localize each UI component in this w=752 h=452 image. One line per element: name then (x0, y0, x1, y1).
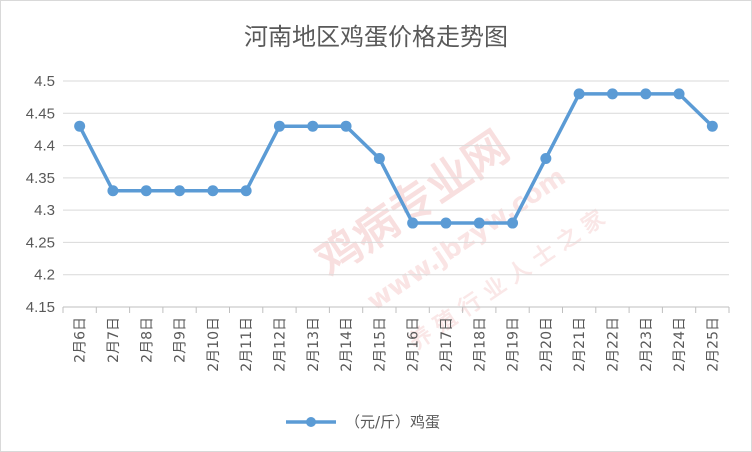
x-tick-label: 2月25日 (705, 317, 721, 372)
x-tick-label: 2月8日 (139, 317, 155, 363)
chart-title: 河南地区鸡蛋价格走势图 (244, 23, 508, 51)
y-tick-label: 4.25 (26, 234, 55, 251)
y-tick-label: 4.5 (34, 73, 55, 90)
data-point (673, 88, 685, 100)
data-point (140, 185, 152, 197)
x-tick-label: 2月7日 (106, 317, 122, 363)
x-tick-label: 2月16日 (406, 317, 422, 372)
y-tick-label: 4.15 (26, 299, 55, 316)
legend: （元/斤）鸡蛋 (286, 413, 440, 431)
x-axis-tick-labels: 2月6日 2月7日 2月8日 2月9日 2月10日 2月11日 2月12日 2月13日 2月14… (73, 317, 722, 372)
x-tick-label: 2月23日 (639, 317, 655, 372)
data-point (473, 217, 485, 229)
x-tick-label: 2月21日 (572, 317, 588, 372)
x-tick-label: 2月20日 (539, 317, 555, 372)
x-tick-label: 2月24日 (672, 317, 688, 372)
x-tick-label: 2月11日 (239, 317, 255, 372)
legend-point-marker (306, 417, 316, 427)
data-point (407, 217, 419, 229)
y-axis-tick-labels: 4.15 4.2 4.25 4.3 4.35 4.4 4.45 4.5 (26, 73, 55, 316)
data-point (174, 185, 186, 197)
x-tick-label: 2月22日 (605, 317, 621, 372)
y-tick-label: 4.4 (34, 138, 55, 155)
data-point (107, 185, 119, 197)
x-tick-label: 2月6日 (73, 317, 89, 363)
data-point (74, 120, 86, 132)
series-line (78, 92, 714, 225)
x-tick-label: 2月18日 (472, 317, 488, 372)
data-point (573, 88, 585, 100)
y-tick-label: 4.45 (26, 105, 55, 122)
x-tick-label: 2月19日 (506, 317, 522, 372)
data-point (606, 88, 618, 100)
y-tick-label: 4.3 (34, 202, 55, 219)
x-tick-label: 2月10日 (206, 317, 222, 372)
data-point (540, 152, 552, 164)
data-point (373, 152, 385, 164)
data-point (640, 88, 652, 100)
data-point (240, 185, 252, 197)
data-point (207, 185, 219, 197)
x-tick-label: 2月9日 (173, 317, 189, 363)
data-point (273, 120, 285, 132)
y-tick-label: 4.35 (26, 170, 55, 187)
series-group (74, 88, 718, 229)
data-point (706, 120, 718, 132)
x-tick-label: 2月15日 (372, 317, 388, 372)
x-tick-label: 2月17日 (439, 317, 455, 372)
x-tick-label: 2月14日 (339, 317, 355, 372)
x-tick-label: 2月12日 (272, 317, 288, 372)
legend-label: （元/斤）鸡蛋 (345, 413, 440, 431)
data-point (440, 217, 452, 229)
data-point (507, 217, 519, 229)
x-axis (62, 306, 730, 313)
y-tick-label: 4.2 (34, 267, 55, 284)
data-point (340, 120, 352, 132)
data-point (307, 120, 319, 132)
x-tick-label: 2月13日 (306, 317, 322, 372)
